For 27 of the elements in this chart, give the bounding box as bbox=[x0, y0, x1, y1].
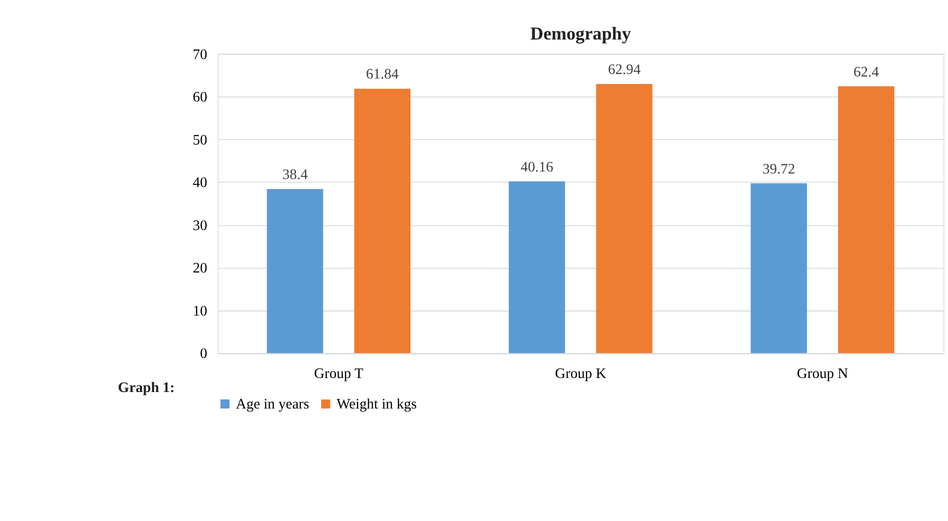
legend-label: Weight in kgs bbox=[336, 396, 418, 413]
bar bbox=[266, 188, 324, 354]
x-tick-label: Group T bbox=[314, 366, 364, 382]
bar bbox=[354, 88, 410, 354]
y-tick-label: 20 bbox=[192, 260, 208, 277]
x-tick-label: Group K bbox=[555, 366, 607, 382]
x-tick-label: Group N bbox=[796, 366, 849, 382]
data-label: 40.16 bbox=[520, 159, 554, 176]
y-tick-label: 70 bbox=[192, 46, 208, 63]
caption: Graph 1: bbox=[118, 380, 175, 396]
bar bbox=[508, 181, 566, 354]
y-tick-label: 10 bbox=[192, 303, 208, 320]
y-tick-label: 60 bbox=[192, 90, 208, 106]
y-tick-label: 30 bbox=[192, 218, 208, 234]
y-tick-label: 0 bbox=[200, 346, 208, 362]
data-label: 61.84 bbox=[366, 66, 400, 83]
bar bbox=[838, 86, 894, 354]
data-label: 62.4 bbox=[854, 64, 880, 80]
legend-label: Age in years bbox=[236, 396, 310, 413]
chart-title: Demography bbox=[530, 23, 631, 44]
y-tick-label: 40 bbox=[192, 175, 208, 192]
data-label: 39.72 bbox=[762, 161, 796, 178]
bar bbox=[596, 84, 652, 354]
bar bbox=[750, 183, 807, 354]
y-tick-label: 50 bbox=[192, 132, 208, 148]
data-label: 38.4 bbox=[282, 166, 308, 183]
data-label: 62.94 bbox=[608, 62, 642, 78]
